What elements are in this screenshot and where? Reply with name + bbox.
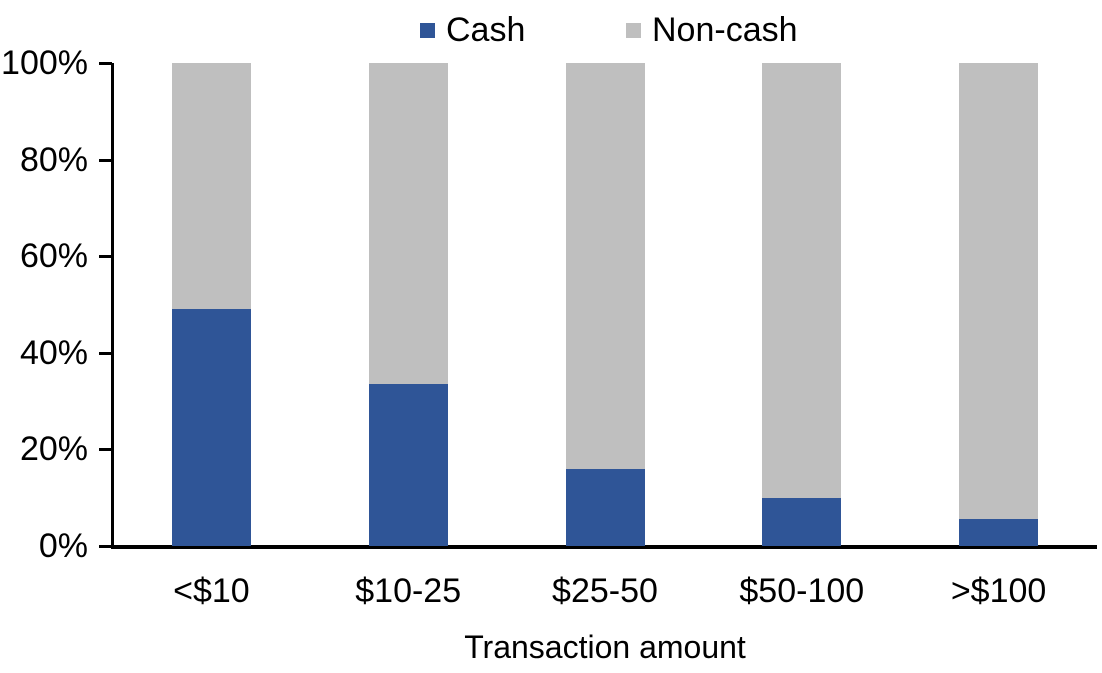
bar-segment-cash bbox=[565, 468, 645, 546]
x-axis-category-label: >$100 bbox=[950, 572, 1047, 610]
y-axis-tick-label: 40% bbox=[19, 333, 88, 372]
bar-segment-cash bbox=[959, 519, 1039, 546]
y-axis-tick-label: 60% bbox=[19, 237, 88, 276]
y-axis-tick-label: 80% bbox=[19, 140, 88, 179]
bar-segment-cash bbox=[762, 497, 842, 546]
y-axis-line bbox=[111, 63, 114, 549]
bar-2 bbox=[368, 63, 448, 546]
bar-segment-noncash bbox=[762, 63, 842, 498]
y-axis-tick-label: 100% bbox=[1, 44, 88, 82]
y-axis-tick bbox=[99, 158, 112, 162]
bar-1 bbox=[171, 63, 251, 546]
x-axis-category-label: $10-25 bbox=[355, 572, 462, 610]
bar-segment-noncash bbox=[959, 63, 1039, 520]
y-axis-tick-label: 0% bbox=[38, 527, 88, 565]
legend-item-cash: Cash bbox=[420, 10, 525, 50]
bar-segment-noncash bbox=[368, 63, 448, 385]
x-axis-title: Transaction amount bbox=[464, 629, 746, 665]
y-axis-tick bbox=[99, 545, 112, 548]
y-axis-tick bbox=[99, 448, 112, 452]
bar-segment-cash bbox=[171, 309, 251, 546]
bar-5 bbox=[959, 63, 1039, 546]
x-axis-category-label: <$10 bbox=[173, 572, 250, 610]
y-axis-tick-label: 20% bbox=[19, 430, 88, 469]
y-axis-tick bbox=[99, 62, 112, 65]
legend-label-cash: Cash bbox=[446, 11, 526, 49]
legend-item-noncash: Non-cash bbox=[626, 10, 798, 50]
x-axis-category-label: $50-100 bbox=[739, 572, 865, 610]
bar-4 bbox=[762, 63, 842, 546]
x-axis-category-label: $25-50 bbox=[552, 572, 658, 610]
y-axis-tick bbox=[99, 351, 112, 355]
legend-label-noncash: Non-cash bbox=[652, 11, 798, 49]
bar-segment-cash bbox=[368, 384, 448, 546]
y-axis-tick bbox=[99, 255, 112, 259]
x-axis-line bbox=[111, 545, 1097, 549]
legend-swatch-cash-icon bbox=[420, 22, 435, 38]
plot-area bbox=[113, 63, 1097, 546]
bar-3 bbox=[565, 63, 645, 546]
bar-segment-noncash bbox=[171, 63, 251, 310]
legend-swatch-noncash-icon bbox=[626, 22, 641, 38]
bar-segment-noncash bbox=[565, 63, 645, 469]
